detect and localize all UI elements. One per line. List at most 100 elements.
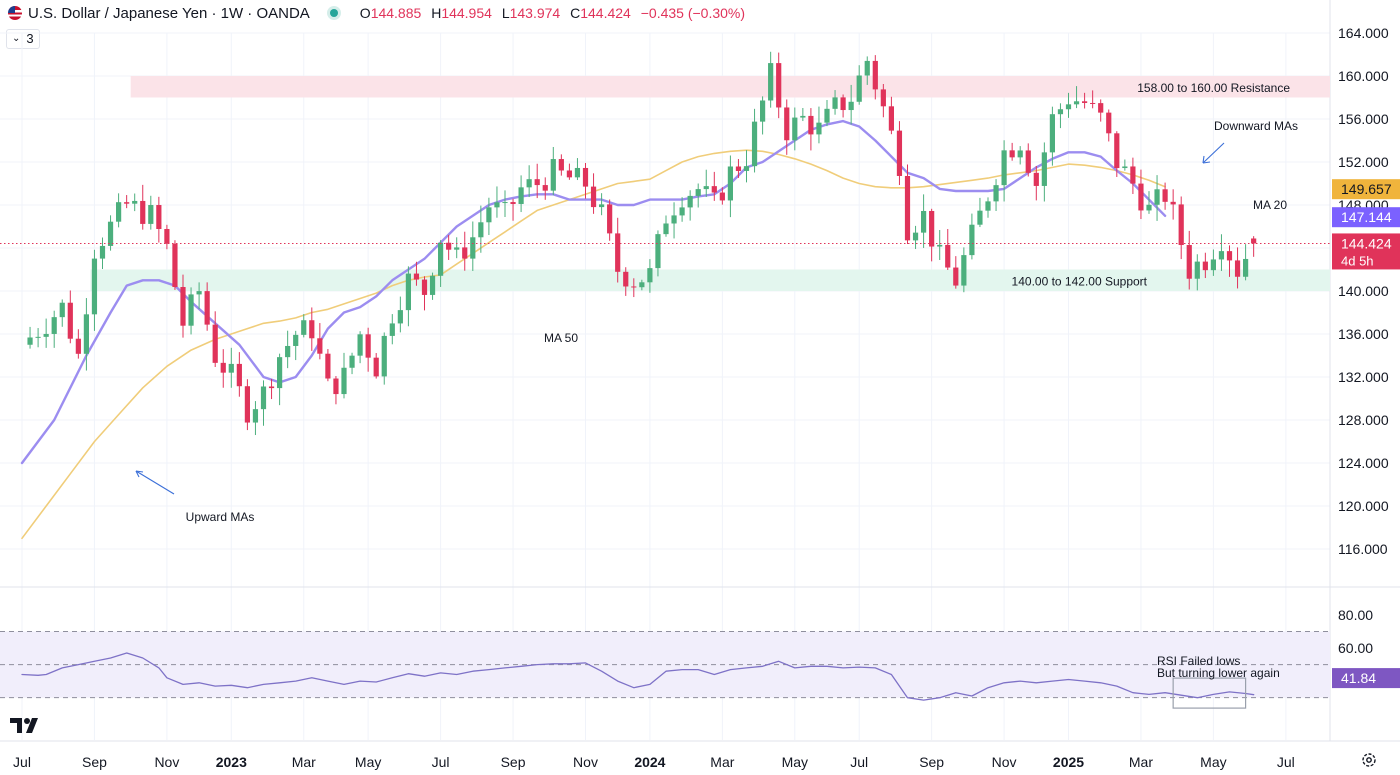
candle-body bbox=[816, 122, 822, 135]
candle-body bbox=[51, 317, 57, 334]
candle-body bbox=[1017, 150, 1023, 158]
candle-body bbox=[703, 186, 709, 190]
candle-body bbox=[993, 185, 999, 202]
candle-body bbox=[301, 320, 307, 335]
candle-body bbox=[349, 355, 355, 368]
candle-body bbox=[1098, 103, 1104, 113]
tradingview-logo bbox=[10, 718, 38, 733]
symbol-title[interactable]: U.S. Dollar / Japanese Yen · 1W · OANDA bbox=[28, 4, 310, 22]
candle-body bbox=[1202, 261, 1208, 271]
candle-body bbox=[953, 267, 959, 286]
candle-body bbox=[542, 185, 548, 191]
candle-body bbox=[180, 287, 186, 326]
candle-body bbox=[1025, 150, 1031, 173]
candle-body bbox=[679, 207, 685, 216]
downward-arrow bbox=[1202, 142, 1225, 164]
time-tick-label: Nov bbox=[154, 754, 179, 770]
price-tick-label: 116.000 bbox=[1338, 541, 1388, 557]
last-price-tag-bg bbox=[1332, 233, 1400, 270]
candle-body bbox=[945, 244, 951, 268]
us-flag-icon bbox=[8, 6, 22, 20]
candle-body bbox=[502, 202, 508, 204]
candle-body bbox=[333, 378, 339, 395]
downward-mas-annotation: Downward MAs bbox=[1214, 119, 1298, 133]
candle-body bbox=[808, 115, 814, 135]
countdown-tag: 4d 5h bbox=[1341, 253, 1374, 268]
candle-body bbox=[558, 159, 564, 171]
market-status-icon[interactable] bbox=[329, 9, 338, 17]
time-tick-label: May bbox=[1200, 754, 1226, 770]
rsi-highlight-box bbox=[1172, 677, 1247, 709]
candle-body bbox=[478, 222, 484, 238]
candle-body bbox=[1186, 245, 1192, 279]
candle-body bbox=[1243, 258, 1249, 277]
candle-body bbox=[1057, 109, 1064, 115]
candle-body bbox=[341, 367, 347, 395]
ohlc-readout: O144.885 H144.954 L143.974 C144.424 −0.4… bbox=[360, 5, 751, 21]
candle-body bbox=[438, 242, 444, 276]
candle-body bbox=[43, 333, 49, 337]
candle-body bbox=[357, 334, 363, 356]
time-tick-label: 2024 bbox=[634, 754, 665, 770]
candle-body bbox=[212, 324, 218, 363]
upward-arrow-head bbox=[135, 470, 144, 478]
resistance-zone-label: 158.00 to 160.00 Resistance bbox=[1137, 81, 1290, 95]
ma20-price-tag-bg bbox=[1332, 207, 1400, 228]
candle-body bbox=[1138, 183, 1144, 211]
candle-body bbox=[99, 245, 106, 259]
open-key: O bbox=[359, 5, 371, 21]
close-key: C bbox=[570, 5, 581, 21]
rsi-line bbox=[21, 652, 1255, 701]
candle-body bbox=[615, 233, 621, 272]
rsi-band bbox=[0, 631, 1330, 698]
candle-body bbox=[260, 386, 267, 410]
candle-body bbox=[647, 268, 653, 283]
candle-body bbox=[824, 108, 830, 123]
gear-icon[interactable] bbox=[1360, 751, 1378, 769]
high-key: H bbox=[431, 5, 442, 21]
indicator-count: 3 bbox=[26, 31, 34, 46]
price-tick-label: 144.000 bbox=[1338, 240, 1389, 256]
candle-body bbox=[784, 107, 790, 141]
indicator-legend-toggle[interactable]: ⌄ 3 bbox=[6, 29, 40, 49]
candle-body bbox=[373, 357, 379, 377]
candle-body bbox=[1194, 261, 1200, 279]
price-tick-label: 156.000 bbox=[1338, 111, 1389, 127]
candle-body bbox=[921, 210, 927, 233]
candle-body bbox=[582, 167, 589, 187]
ma20-annotation: MA 20 bbox=[1253, 198, 1287, 212]
candle-body bbox=[1082, 101, 1088, 103]
candle-body bbox=[751, 121, 758, 167]
candle-body bbox=[864, 60, 870, 76]
candle-body bbox=[405, 273, 411, 311]
candle-body bbox=[832, 97, 838, 109]
time-tick-label: Jul bbox=[1277, 754, 1295, 770]
price-tick-label: 136.000 bbox=[1338, 326, 1389, 342]
candle-body bbox=[671, 215, 677, 224]
candle-body bbox=[599, 204, 605, 208]
candle-body bbox=[848, 101, 854, 111]
candle-body bbox=[1122, 166, 1128, 169]
candle-body bbox=[421, 279, 428, 295]
candle-body bbox=[961, 255, 967, 286]
ma20-line bbox=[20, 119, 1167, 465]
candle-body bbox=[1178, 204, 1184, 246]
candle-body bbox=[220, 362, 226, 373]
candle-body bbox=[1162, 189, 1168, 202]
candle-body bbox=[1234, 260, 1241, 277]
candle-body bbox=[148, 205, 154, 224]
candle-body bbox=[550, 159, 556, 191]
time-tick-label: Mar bbox=[292, 754, 316, 770]
candle-body bbox=[719, 192, 725, 201]
resistance-zone bbox=[130, 76, 1330, 98]
candle-body bbox=[454, 247, 460, 250]
candle-body bbox=[655, 234, 661, 269]
candle-body bbox=[1218, 251, 1225, 260]
candle-body bbox=[1073, 101, 1080, 105]
candle-body bbox=[566, 170, 572, 178]
candle-body bbox=[663, 223, 669, 235]
candle-body bbox=[912, 232, 919, 241]
candle-body bbox=[124, 202, 130, 204]
